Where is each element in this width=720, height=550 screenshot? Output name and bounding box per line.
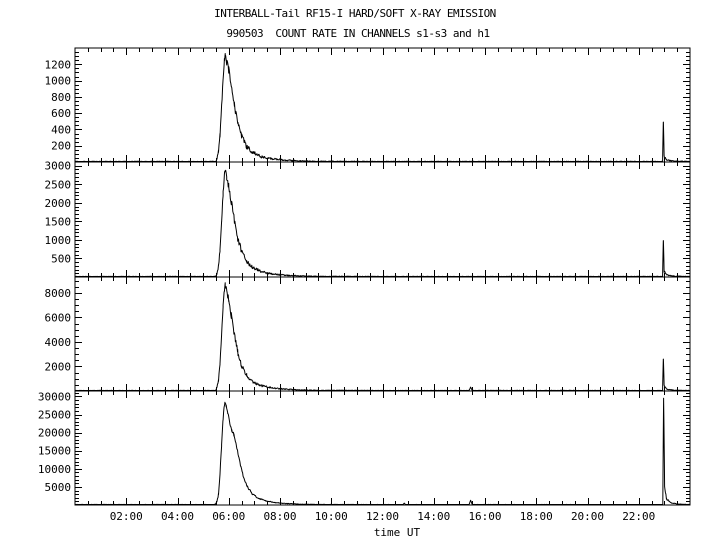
y-tick-label: 500 bbox=[51, 252, 71, 265]
series-h1 bbox=[74, 397, 690, 505]
y-tick-label: 2500 bbox=[45, 178, 72, 191]
y-tick-label: 10000 bbox=[38, 463, 71, 476]
y-tick-label: 1500 bbox=[45, 215, 72, 228]
y-tick-label: 3000 bbox=[45, 160, 72, 173]
panel-s1-y-axis-labels: 200 400 600 800 1000 1200 bbox=[45, 58, 72, 152]
y-tick-label: 4000 bbox=[45, 336, 72, 349]
y-tick-label: 15000 bbox=[38, 445, 71, 458]
y-tick-label: 8000 bbox=[45, 287, 72, 300]
y-tick-label: 1200 bbox=[45, 58, 72, 71]
x-tick-label: 12:00 bbox=[366, 510, 399, 523]
y-tick-label: 800 bbox=[51, 91, 71, 104]
panel-s1: 200 400 600 800 1000 1200 bbox=[45, 47, 691, 163]
panel-s2-ticks bbox=[75, 162, 690, 277]
x-tick-label: 02:00 bbox=[110, 510, 143, 523]
x-axis-labels: 02:00 04:00 06:00 08:00 10:00 12:00 14:00 16:00… bbox=[110, 510, 656, 539]
x-tick-label: 06:00 bbox=[212, 510, 245, 523]
panel-s2: 500 1000 1500 2000 2500 3000 bbox=[45, 160, 691, 278]
x-tick-label: 14:00 bbox=[417, 510, 450, 523]
x-tick-label: 18:00 bbox=[520, 510, 553, 523]
panel-s3-ticks bbox=[75, 277, 690, 391]
y-tick-label: 1000 bbox=[45, 234, 72, 247]
series-s3 bbox=[74, 282, 691, 391]
x-tick-label: 22:00 bbox=[622, 510, 655, 523]
series-s2 bbox=[75, 169, 691, 277]
x-axis-title: time UT bbox=[374, 526, 421, 539]
panel-s1-frame bbox=[74, 47, 691, 163]
panel-s1-ticks bbox=[75, 48, 690, 162]
panel-s2-frame bbox=[74, 161, 691, 278]
y-tick-label: 30000 bbox=[38, 390, 71, 403]
y-tick-label: 5000 bbox=[45, 481, 72, 494]
panel-s3-frame bbox=[74, 276, 691, 392]
panel-h1: 5000 10000 15000 20000 25000 30000 bbox=[38, 390, 691, 506]
panel-s2-y-axis-labels: 500 1000 1500 2000 2500 3000 bbox=[45, 160, 72, 266]
y-tick-label: 20000 bbox=[38, 427, 71, 440]
y-tick-label: 2000 bbox=[45, 360, 72, 373]
y-tick-label: 25000 bbox=[38, 409, 71, 422]
chart-title: INTERBALL-Tail RF15-I HARD/SOFT X-RAY EM… bbox=[214, 7, 496, 20]
y-tick-label: 2000 bbox=[45, 197, 72, 210]
x-tick-label: 16:00 bbox=[468, 510, 501, 523]
panel-h1-y-axis-labels: 5000 10000 15000 20000 25000 30000 bbox=[38, 390, 71, 493]
y-tick-label: 6000 bbox=[45, 311, 72, 324]
panel-s3-y-axis-labels: 2000 4000 6000 8000 bbox=[45, 287, 72, 374]
panel-h1-frame bbox=[74, 390, 691, 506]
y-tick-label: 1000 bbox=[45, 75, 72, 88]
x-tick-label: 04:00 bbox=[161, 510, 194, 523]
x-tick-label: 20:00 bbox=[571, 510, 604, 523]
x-tick-label: 08:00 bbox=[263, 510, 296, 523]
x-tick-label: 10:00 bbox=[315, 510, 348, 523]
panel-h1-ticks bbox=[75, 391, 690, 505]
series-s1 bbox=[75, 53, 691, 162]
y-tick-label: 600 bbox=[51, 107, 71, 120]
y-tick-label: 200 bbox=[51, 140, 71, 153]
y-tick-label: 400 bbox=[51, 123, 71, 136]
panel-s3: 2000 4000 6000 8000 bbox=[45, 276, 691, 392]
chart-subtitle: 990503 COUNT RATE IN CHANNELS s1-s3 and … bbox=[226, 27, 490, 40]
